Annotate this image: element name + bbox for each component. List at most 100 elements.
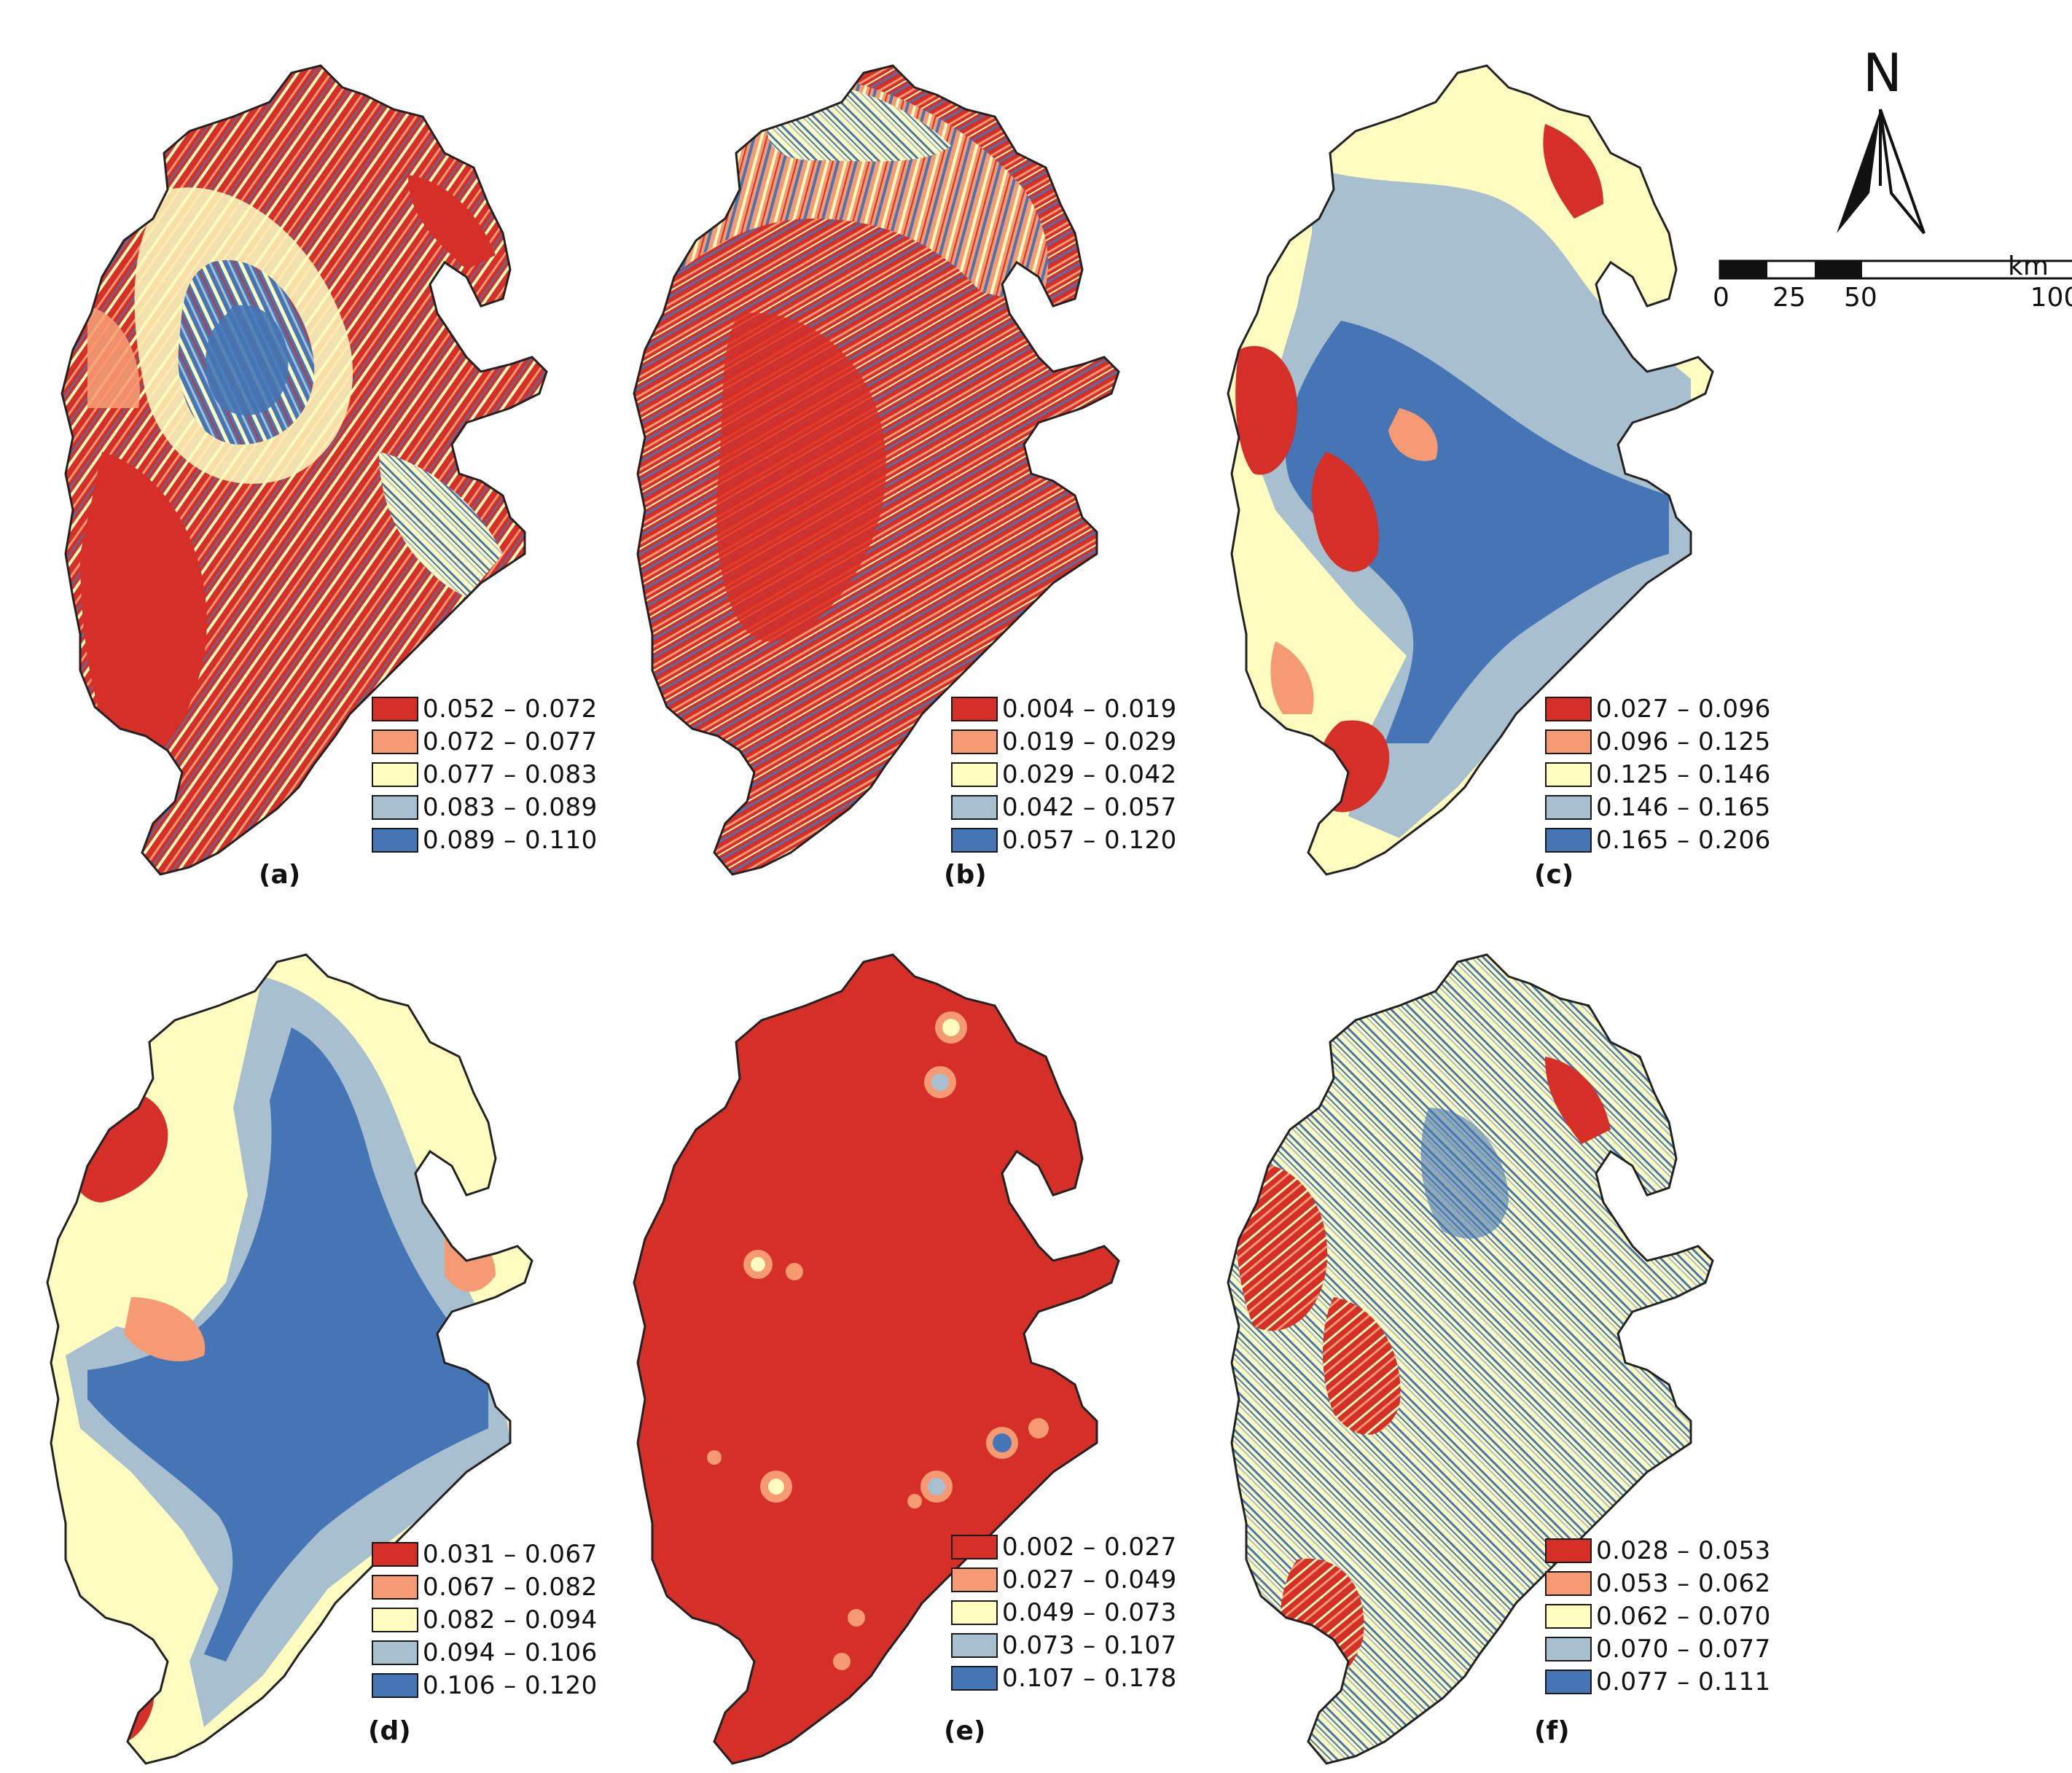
legend-item: 0.053 – 0.062 (1545, 1567, 1807, 1600)
legend-swatch (951, 827, 998, 853)
legend-item: 0.070 – 0.077 (1545, 1632, 1807, 1665)
legend-label: 0.107 – 0.178 (1002, 1663, 1177, 1693)
scale-tick-0: 0 (1713, 283, 1729, 313)
legend-swatch (951, 729, 998, 754)
legend-label: 0.165 – 0.206 (1596, 825, 1771, 855)
legend-swatch (1545, 827, 1592, 853)
legend-c: 0.027 – 0.096 0.096 – 0.125 0.125 – 0.14… (1545, 692, 1807, 856)
legend-item: 0.106 – 0.120 (372, 1669, 634, 1702)
legend-swatch (372, 729, 418, 754)
legend-item: 0.028 – 0.053 (1545, 1534, 1807, 1567)
legend-label: 0.146 – 0.165 (1596, 792, 1771, 822)
legend-item: 0.094 – 0.106 (372, 1636, 634, 1669)
legend-label: 0.002 – 0.027 (1002, 1532, 1177, 1562)
legend-label: 0.072 – 0.077 (423, 727, 598, 756)
legend-item: 0.027 – 0.096 (1545, 692, 1807, 725)
panel-label-e: (e) (944, 1716, 986, 1746)
legend-item: 0.027 – 0.049 (951, 1563, 1213, 1596)
legend-item: 0.096 – 0.125 (1545, 725, 1807, 758)
legend-item: 0.077 – 0.083 (372, 758, 634, 791)
scale-unit: km (2008, 251, 2049, 281)
legend-label: 0.004 – 0.019 (1002, 694, 1177, 724)
legend-swatch (1545, 1603, 1592, 1629)
legend-label: 0.082 – 0.094 (423, 1605, 598, 1635)
legend-item: 0.042 – 0.057 (951, 791, 1213, 823)
legend-label: 0.125 – 0.146 (1596, 759, 1771, 789)
panel-label-d: (d) (368, 1716, 411, 1746)
legend-swatch (372, 1640, 418, 1665)
scale-tick-50: 50 (1844, 283, 1877, 313)
legend-label: 0.062 – 0.070 (1596, 1601, 1771, 1631)
legend-label: 0.028 – 0.053 (1596, 1535, 1771, 1565)
legend-label: 0.052 – 0.072 (423, 694, 598, 724)
legend-swatch (1545, 762, 1592, 787)
legend-swatch (1545, 1669, 1592, 1694)
legend-swatch (1545, 729, 1592, 754)
legend-item: 0.029 – 0.042 (951, 758, 1213, 791)
legend-label: 0.049 – 0.073 (1002, 1597, 1177, 1627)
legend-swatch (372, 1574, 418, 1600)
legend-item: 0.077 – 0.111 (1545, 1665, 1807, 1698)
legend-label: 0.094 – 0.106 (423, 1637, 598, 1667)
legend-swatch (1545, 696, 1592, 721)
legend-item: 0.146 – 0.165 (1545, 791, 1807, 823)
scale-tick-25: 25 (1772, 283, 1806, 313)
legend-swatch (951, 1534, 998, 1559)
north-arrow-icon (1837, 109, 1926, 235)
legend-label: 0.019 – 0.029 (1002, 727, 1177, 756)
legend-item: 0.107 – 0.178 (951, 1662, 1213, 1694)
legend-label: 0.053 – 0.062 (1596, 1568, 1771, 1598)
north-label: N (1863, 42, 1902, 103)
hotspot-group (707, 1011, 1049, 1670)
legend-d: 0.031 – 0.067 0.067 – 0.082 0.082 – 0.09… (372, 1538, 634, 1702)
legend-label: 0.096 – 0.125 (1596, 727, 1771, 756)
legend-item: 0.019 – 0.029 (951, 725, 1213, 758)
legend-label: 0.083 – 0.089 (423, 792, 598, 822)
legend-item: 0.072 – 0.077 (372, 725, 634, 758)
legend-label: 0.027 – 0.049 (1002, 1565, 1177, 1594)
legend-swatch (372, 696, 418, 721)
legend-item: 0.049 – 0.073 (951, 1596, 1213, 1629)
legend-label: 0.029 – 0.042 (1002, 759, 1177, 789)
legend-label: 0.042 – 0.057 (1002, 792, 1177, 822)
legend-item: 0.073 – 0.107 (951, 1629, 1213, 1662)
legend-swatch (951, 794, 998, 820)
legend-label: 0.106 – 0.120 (423, 1670, 598, 1700)
legend-item: 0.082 – 0.094 (372, 1603, 634, 1636)
legend-b: 0.004 – 0.019 0.019 – 0.029 0.029 – 0.04… (951, 692, 1213, 856)
legend-swatch (951, 762, 998, 787)
legend-item: 0.083 – 0.089 (372, 791, 634, 823)
legend-e: 0.002 – 0.027 0.027 – 0.049 0.049 – 0.07… (951, 1530, 1213, 1694)
legend-label: 0.077 – 0.083 (423, 759, 598, 789)
legend-label: 0.070 – 0.077 (1596, 1634, 1771, 1664)
legend-swatch (1545, 1570, 1592, 1596)
legend-swatch (951, 1600, 998, 1625)
legend-swatch (1545, 1538, 1592, 1563)
legend-item: 0.089 – 0.110 (372, 823, 634, 856)
legend-swatch (951, 1632, 998, 1658)
legend-label: 0.027 – 0.096 (1596, 694, 1771, 724)
legend-label: 0.077 – 0.111 (1596, 1667, 1771, 1696)
legend-item: 0.125 – 0.146 (1545, 758, 1807, 791)
legend-item: 0.062 – 0.070 (1545, 1600, 1807, 1632)
legend-item: 0.067 – 0.082 (372, 1570, 634, 1603)
legend-f: 0.028 – 0.053 0.053 – 0.062 0.062 – 0.07… (1545, 1534, 1807, 1698)
legend-swatch (372, 762, 418, 787)
legend-swatch (372, 794, 418, 820)
panel-label-b: (b) (944, 860, 987, 890)
legend-label: 0.031 – 0.067 (423, 1539, 598, 1569)
scale-bar (1719, 259, 2072, 280)
panel-label-f: (f) (1534, 1716, 1570, 1746)
legend-item: 0.002 – 0.027 (951, 1530, 1213, 1563)
legend-swatch (1545, 794, 1592, 820)
legend-swatch (372, 827, 418, 853)
legend-label: 0.073 – 0.107 (1002, 1630, 1177, 1660)
legend-item: 0.031 – 0.067 (372, 1538, 634, 1570)
legend-swatch (372, 1607, 418, 1632)
legend-item: 0.052 – 0.072 (372, 692, 634, 725)
legend-item: 0.004 – 0.019 (951, 692, 1213, 725)
legend-label: 0.067 – 0.082 (423, 1572, 598, 1602)
legend-a: 0.052 – 0.072 0.072 – 0.077 0.077 – 0.08… (372, 692, 634, 856)
legend-label: 0.089 – 0.110 (423, 825, 598, 855)
